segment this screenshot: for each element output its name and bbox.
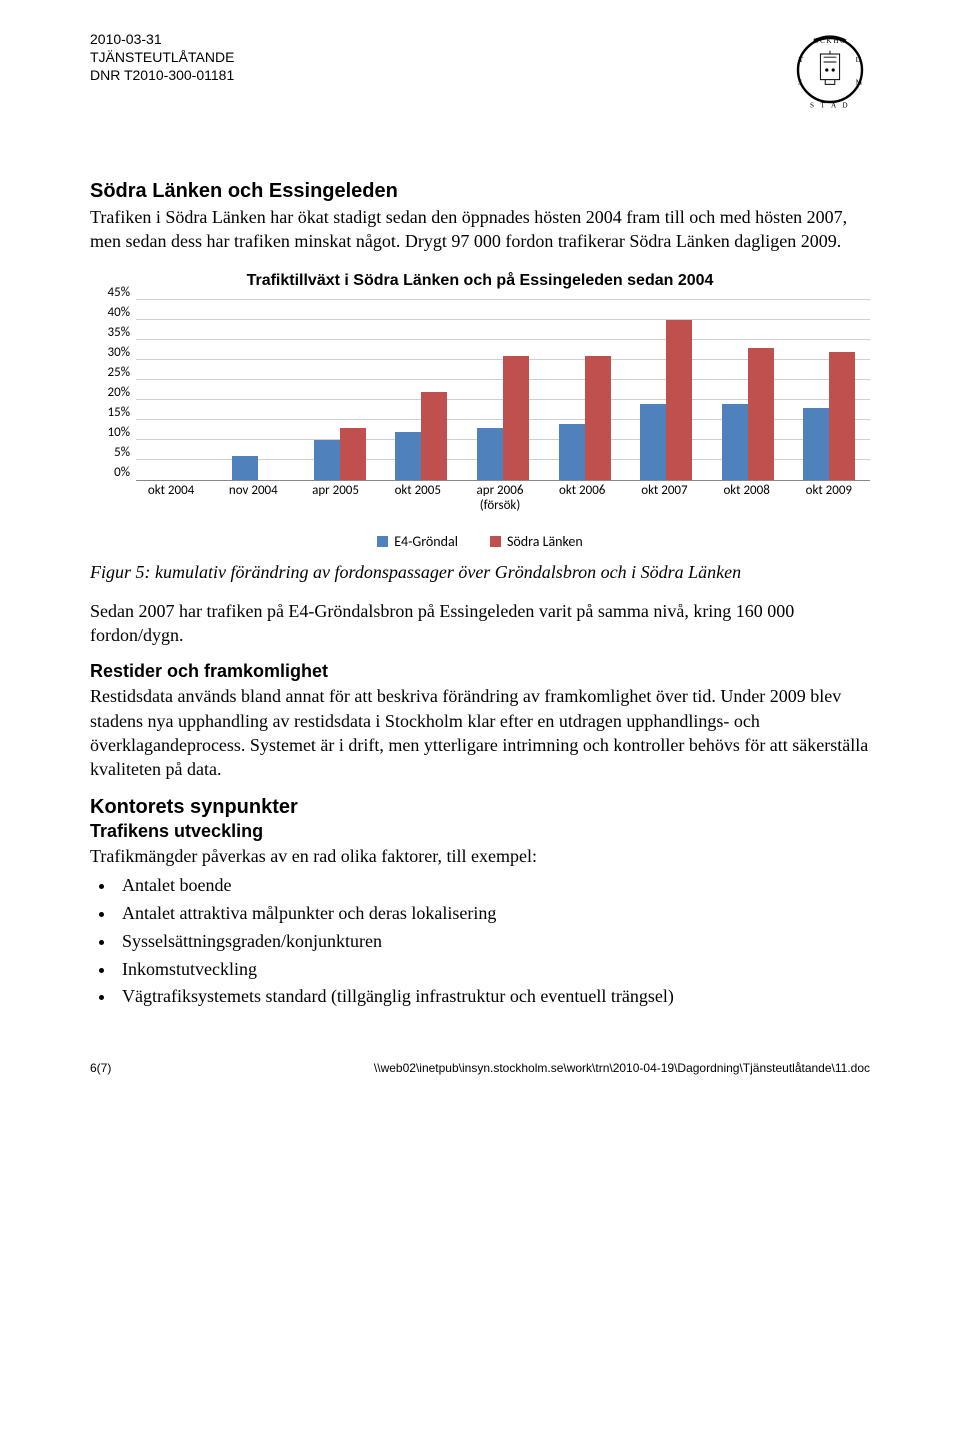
chart-bar-group: [462, 300, 544, 480]
chart-bar-group: [299, 300, 381, 480]
section3-bullet-list: Antalet boendeAntalet attraktiva målpunk…: [90, 872, 870, 1011]
section3-heading: Kontorets synpunkter: [90, 796, 870, 819]
chart-y-axis: 0%5%10%15%20%25%30%35%40%45%: [90, 300, 136, 480]
chart-title: Trafiktillväxt i Södra Länken och på Ess…: [90, 272, 870, 290]
bullet-item: Inkomstutveckling: [116, 956, 870, 984]
bullet-item: Antalet attraktiva målpunkter och deras …: [116, 900, 870, 928]
chart-bar: [503, 356, 529, 480]
chart-bar: [585, 356, 611, 480]
section3-subheading: Trafikens utveckling: [90, 821, 870, 842]
chart-legend-item: E4-Gröndal: [377, 533, 458, 550]
chart-bar-group: [789, 300, 871, 480]
chart-legend-item: Södra Länken: [490, 533, 583, 550]
chart-bar: [722, 404, 748, 480]
svg-text:OCKHO: OCKHO: [813, 37, 847, 45]
svg-text:S: S: [798, 78, 802, 86]
bullet-item: Antalet boende: [116, 872, 870, 900]
chart-bar-group: [707, 300, 789, 480]
chart-x-label: apr 2006(försök): [459, 481, 541, 514]
svg-text:S T A D: S T A D: [810, 102, 850, 110]
chart-x-label: okt 2005: [377, 481, 459, 514]
chart-bar-group: [544, 300, 626, 480]
chart-bar: [395, 432, 421, 480]
chart-bar-group: [218, 300, 300, 480]
chart-bar: [421, 392, 447, 480]
chart-x-label: okt 2006: [541, 481, 623, 514]
header-doc-type: TJÄNSTEUTLÅTANDE: [90, 48, 234, 66]
document-page: 2010-03-31 TJÄNSTEUTLÅTANDE DNR T2010-30…: [0, 0, 960, 1105]
chart-x-label: okt 2008: [706, 481, 788, 514]
chart-x-label: okt 2009: [788, 481, 870, 514]
chart-plot-area: [136, 300, 870, 481]
header-date: 2010-03-31: [90, 30, 234, 48]
chart-bar-group: [136, 300, 218, 480]
chart-x-label: okt 2004: [130, 481, 212, 514]
footer-page-number: 6(7): [90, 1061, 111, 1075]
chart-legend-swatch: [377, 536, 388, 547]
chart-bar: [477, 428, 503, 480]
chart-x-label: okt 2007: [623, 481, 705, 514]
chart-bar: [640, 404, 666, 480]
chart-x-label: nov 2004: [212, 481, 294, 514]
figure-caption: Figur 5: kumulativ förändring av fordons…: [90, 560, 870, 584]
chart-container: Trafiktillväxt i Södra Länken och på Ess…: [90, 272, 870, 551]
section3-intro: Trafikmängder påverkas av en rad olika f…: [90, 844, 870, 868]
chart-legend-label: E4-Gröndal: [394, 533, 458, 550]
chart-bar: [340, 428, 366, 480]
chart-bar: [803, 408, 829, 480]
chart-bars-row: [136, 300, 870, 480]
page-footer: 6(7) \\web02\inetpub\insyn.stockholm.se\…: [90, 1061, 870, 1075]
section2-heading: Restider och framkomlighet: [90, 661, 870, 682]
chart-bar-group: [381, 300, 463, 480]
chart-bar-group: [625, 300, 707, 480]
chart-legend-label: Södra Länken: [507, 533, 583, 550]
section1-heading: Södra Länken och Essingeleden: [90, 180, 870, 203]
svg-text:T: T: [799, 56, 804, 64]
chart-legend: E4-Gröndal Södra Länken: [90, 533, 870, 550]
chart-bar: [232, 456, 258, 480]
chart-bar: [559, 424, 585, 480]
header-dnr: DNR T2010-300-01181: [90, 66, 234, 84]
svg-text:L: L: [856, 56, 860, 64]
section1-paragraph: Trafiken i Södra Länken har ökat stadigt…: [90, 205, 870, 254]
footer-path: \\web02\inetpub\insyn.stockholm.se\work\…: [374, 1061, 870, 1075]
header-meta: 2010-03-31 TJÄNSTEUTLÅTANDE DNR T2010-30…: [90, 30, 234, 85]
chart-bar: [314, 440, 340, 480]
chart-legend-swatch: [490, 536, 501, 547]
chart-plot: 0%5%10%15%20%25%30%35%40%45%: [90, 300, 870, 481]
page-header: 2010-03-31 TJÄNSTEUTLÅTANDE DNR T2010-30…: [90, 30, 870, 110]
bullet-item: Sysselsättningsgraden/konjunkturen: [116, 928, 870, 956]
chart-x-label: apr 2005: [294, 481, 376, 514]
para-after-chart: Sedan 2007 har trafiken på E4-Gröndalsbr…: [90, 599, 870, 648]
chart-bar: [666, 320, 692, 480]
section2-paragraph: Restidsdata används bland annat för att …: [90, 684, 870, 781]
chart-bar: [748, 348, 774, 480]
svg-text:M: M: [856, 78, 863, 86]
chart-bar: [829, 352, 855, 480]
chart-x-axis: okt 2004nov 2004apr 2005okt 2005apr 2006…: [130, 481, 870, 514]
stockholm-logo: OCKHO T L S M S T A D: [790, 30, 870, 110]
bullet-item: Vägtrafiksystemets standard (tillgänglig…: [116, 983, 870, 1011]
